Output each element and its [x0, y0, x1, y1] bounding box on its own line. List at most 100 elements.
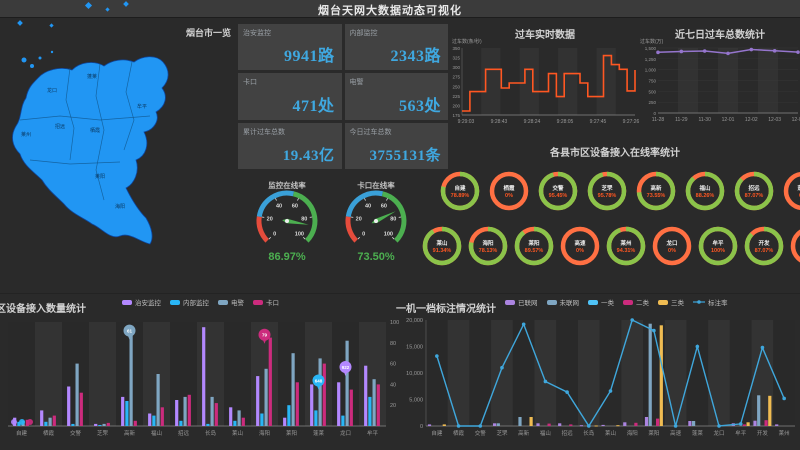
- svg-text:11-30: 11-30: [698, 117, 711, 123]
- svg-text:0%: 0%: [576, 248, 584, 254]
- weekly-total-chart[interactable]: 过车数(万)1,500 1,250 1,000 750 500 250 011-28 11-2…: [640, 18, 800, 133]
- svg-text:648: 648: [315, 378, 323, 383]
- stat-label: 累计过车总数: [243, 128, 285, 136]
- gauge-chart[interactable]: 0 20 40 60 80 100: [250, 190, 324, 252]
- archive-annotation-chart[interactable]: 20,000 15,000 10,000 5,000 0 自建 栖霞 交警 芝罘 高新 福山 招远 长岛…: [390, 296, 800, 450]
- svg-text:高新: 高新: [518, 429, 530, 437]
- legend-item[interactable]: 未联网: [546, 297, 579, 307]
- district-donut[interactable]: 市直0%: [788, 221, 800, 271]
- legend-item[interactable]: 二类: [623, 297, 649, 307]
- svg-text:高速: 高速: [670, 429, 682, 437]
- svg-text:9:28:43: 9:28:43: [491, 119, 508, 125]
- legend-item[interactable]: 三类: [658, 297, 684, 307]
- district-donut[interactable]: 蓬莱0%: [781, 166, 800, 216]
- svg-text:过车数(条/秒): 过车数(条/秒): [452, 38, 482, 45]
- svg-text:9:28:05: 9:28:05: [557, 119, 574, 125]
- svg-text:87.07%: 87.07%: [755, 248, 774, 254]
- svg-text:0%: 0%: [668, 248, 676, 254]
- map-district-label: 莱州: [21, 131, 31, 138]
- svg-text:500: 500: [648, 89, 656, 94]
- svg-text:长岛: 长岛: [583, 429, 595, 437]
- svg-text:78.13%: 78.13%: [479, 248, 498, 254]
- svg-text:10,000: 10,000: [406, 371, 423, 377]
- stat-label: 今日过车总数: [349, 128, 392, 136]
- district-donut[interactable]: 龙口0%: [650, 221, 694, 271]
- svg-text:开发: 开发: [757, 429, 769, 437]
- device-count-chart[interactable]: 100 80 60 40 20 61 79 648 922 自建 栖霞 交警 芝罘 高新 福山 招远 长岛 莱山 海…: [0, 296, 400, 450]
- district-donut[interactable]: 栖霞0%: [487, 166, 531, 216]
- legend-label: 二类: [636, 300, 649, 307]
- online-rate-title: 各县市区设备接入在线率统计: [550, 148, 680, 159]
- district-donut[interactable]: 高速0%: [558, 221, 602, 271]
- legend-swatch: [623, 299, 633, 305]
- map-title: 烟台市一览: [186, 28, 232, 38]
- legend-item[interactable]: 内部监控: [170, 297, 209, 307]
- svg-text:79: 79: [262, 333, 268, 338]
- map-district-label: 牟平: [137, 103, 147, 110]
- svg-text:芝罘: 芝罘: [601, 184, 613, 192]
- legend-item[interactable]: 治安监控: [122, 297, 161, 307]
- svg-text:海阳: 海阳: [482, 239, 494, 247]
- svg-text:80: 80: [390, 341, 396, 347]
- svg-text:20: 20: [390, 403, 396, 409]
- svg-text:自建: 自建: [454, 184, 466, 192]
- svg-text:9:27:26: 9:27:26: [623, 119, 640, 125]
- svg-text:9:27:45: 9:27:45: [590, 119, 607, 125]
- gauge-chart[interactable]: 0 20 40 60 80 100: [339, 190, 413, 252]
- svg-text:龙口: 龙口: [665, 239, 677, 247]
- svg-text:交警: 交警: [475, 429, 487, 437]
- svg-text:0: 0: [273, 231, 276, 237]
- svg-text:100: 100: [390, 320, 399, 326]
- legend-item[interactable]: 一类: [588, 297, 614, 307]
- svg-text:750: 750: [648, 79, 656, 84]
- stat-box: 治安监控 9941路: [238, 24, 342, 71]
- legend-line-icon: [693, 300, 705, 304]
- svg-text:60: 60: [292, 203, 298, 209]
- value-bubble[interactable]: 922: [339, 361, 352, 376]
- device-count-title: 区设备接入数量统计: [0, 304, 86, 315]
- map-district-label: 招远: [55, 123, 65, 130]
- legend-item[interactable]: 电警: [218, 297, 244, 307]
- realtime-chart-title: 过车实时数据: [515, 30, 575, 41]
- svg-text:福山: 福山: [151, 429, 162, 437]
- value-bubble[interactable]: 648: [312, 374, 325, 390]
- svg-text:325: 325: [452, 56, 460, 61]
- value-bubble[interactable]: 61: [123, 324, 136, 340]
- legend-item[interactable]: 卡口: [253, 297, 279, 307]
- value-bubble[interactable]: 79: [258, 328, 271, 344]
- svg-text:200: 200: [452, 103, 460, 108]
- gauge-value: 86.97%: [268, 251, 306, 263]
- legend-item[interactable]: 已联网: [505, 297, 538, 307]
- svg-text:1,500: 1,500: [645, 46, 657, 51]
- svg-text:12-04: 12-04: [792, 117, 800, 123]
- svg-text:招远: 招远: [748, 184, 760, 192]
- legend-label: 卡口: [266, 300, 279, 307]
- svg-text:交警: 交警: [552, 184, 564, 192]
- map-district-label: 海阳: [115, 203, 125, 210]
- stats-grid: 治安监控 9941路 内部监控 2343路 卡口 471处 电警 563处 累计过车总数 19.4…: [238, 24, 448, 169]
- stat-value: 9941路: [283, 48, 335, 66]
- legend-item[interactable]: 标注率: [693, 297, 728, 307]
- svg-text:芝罘: 芝罘: [97, 429, 109, 437]
- svg-text:40: 40: [390, 382, 396, 388]
- svg-text:89.57%: 89.57%: [525, 248, 544, 254]
- svg-text:牟平: 牟平: [712, 239, 724, 247]
- stat-value: 471处: [292, 97, 335, 115]
- svg-text:12-03: 12-03: [768, 117, 781, 123]
- legend-swatch: [253, 299, 263, 305]
- svg-text:高新: 高新: [124, 429, 136, 437]
